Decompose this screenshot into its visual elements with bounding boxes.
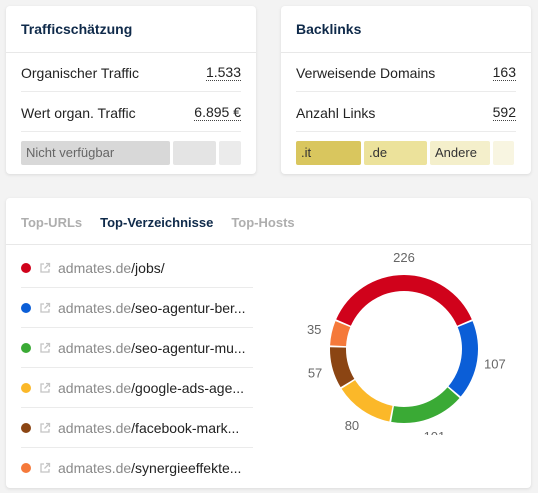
donut-data-label: 35 <box>307 322 321 337</box>
color-dot <box>21 382 31 393</box>
traffic-status-bar: Nicht verfügbar <box>21 141 242 165</box>
color-dot <box>21 302 31 313</box>
item-domain[interactable]: admates.de <box>58 339 132 356</box>
external-link-icon[interactable] <box>39 382 51 394</box>
backlinks-card-title: Backlinks <box>296 21 362 37</box>
referring-domains-row: Verweisende Domains 163 <box>296 54 516 92</box>
not-available-bar: Nicht verfügbar <box>21 141 171 165</box>
donut-data-label: 101 <box>424 429 446 435</box>
donut-slice[interactable] <box>341 380 393 422</box>
tld-bar-rest[interactable] <box>493 141 514 165</box>
color-dot <box>21 463 31 473</box>
list-item[interactable]: admates.de/seo-agentur-ber... <box>21 288 253 328</box>
referring-domains-label: Verweisende Domains <box>296 64 436 81</box>
external-link-icon[interactable] <box>39 262 51 274</box>
item-domain[interactable]: admates.de <box>58 299 132 316</box>
tab-top-urls[interactable]: Top-URLs <box>21 215 83 230</box>
tab-bar: Top-URLs Top-Verzeichnisse Top-Hosts <box>21 215 295 230</box>
external-link-icon[interactable] <box>39 342 51 354</box>
external-link-icon[interactable] <box>39 462 51 474</box>
link-count-value[interactable]: 592 <box>492 104 516 121</box>
item-domain[interactable]: admates.de <box>58 379 132 396</box>
item-domain[interactable]: admates.de <box>58 460 132 476</box>
donut-slice[interactable] <box>330 347 355 388</box>
donut-slice[interactable] <box>448 321 478 397</box>
donut-data-label: 226 <box>393 250 415 265</box>
traffic-value-label: Wert organ. Traffic <box>21 104 136 121</box>
organic-traffic-label: Organischer Traffic <box>21 64 140 81</box>
traffic-card-title: Trafficschätzung <box>21 21 133 37</box>
donut-slice[interactable] <box>391 387 460 423</box>
item-path[interactable]: /seo-agentur-mu... <box>131 339 246 356</box>
top-directories-card: Top-URLs Top-Verzeichnisse Top-Hosts adm… <box>6 198 531 488</box>
tld-distribution-bar: .it .de Andere <box>296 141 516 165</box>
item-path[interactable]: /facebook-mark... <box>131 419 240 436</box>
list-item[interactable]: admates.de/synergieeffekte... <box>21 448 253 488</box>
tld-bar-it[interactable]: .it <box>296 141 361 165</box>
divider <box>6 52 256 53</box>
tld-bar-de[interactable]: .de <box>364 141 427 165</box>
list-item[interactable]: admates.de/jobs/ <box>21 248 253 288</box>
organic-traffic-value[interactable]: 1.533 <box>205 64 241 81</box>
list-item[interactable]: admates.de/seo-agentur-mu... <box>21 328 253 368</box>
external-link-icon[interactable] <box>39 302 51 314</box>
donut-slice[interactable] <box>336 275 472 326</box>
list-item[interactable]: admates.de/facebook-mark... <box>21 408 253 448</box>
tab-top-directories[interactable]: Top-Verzeichnisse <box>100 215 214 230</box>
item-domain[interactable]: admates.de <box>58 419 132 436</box>
item-path[interactable]: /synergieeffekte... <box>131 460 242 476</box>
divider <box>6 244 531 245</box>
color-dot <box>21 342 31 353</box>
organic-traffic-row: Organischer Traffic 1.533 <box>21 54 241 92</box>
directories-donut-chart: 226 107 101 80 57 35 <box>307 250 506 435</box>
item-path[interactable]: /google-ads-age... <box>131 379 245 396</box>
item-path[interactable]: /seo-agentur-ber... <box>131 299 246 316</box>
donut-data-label: 57 <box>308 366 322 381</box>
tab-top-hosts[interactable]: Top-Hosts <box>231 215 295 230</box>
tld-bar-other[interactable]: Andere <box>430 141 490 165</box>
color-dot <box>21 422 31 433</box>
color-dot <box>21 262 31 273</box>
status-bar-segment <box>219 141 242 165</box>
item-path[interactable]: /jobs/ <box>131 259 165 276</box>
link-count-row: Anzahl Links 592 <box>296 94 516 132</box>
donut-data-label: 107 <box>484 356 506 371</box>
status-bar-segment <box>173 141 217 165</box>
divider <box>281 52 531 53</box>
directory-list: admates.de/jobs/ admates.de/seo-agentur-… <box>21 248 253 488</box>
traffic-value-row: Wert organ. Traffic 6.895 € <box>21 94 241 132</box>
donut-data-label: 80 <box>345 418 359 433</box>
item-domain[interactable]: admates.de <box>58 259 132 276</box>
referring-domains-value[interactable]: 163 <box>492 64 516 81</box>
external-link-icon[interactable] <box>39 422 51 434</box>
traffic-card: Trafficschätzung Organischer Traffic 1.5… <box>6 6 256 174</box>
backlinks-card: Backlinks Verweisende Domains 163 Anzahl… <box>281 6 531 174</box>
donut-slice[interactable] <box>330 321 351 347</box>
traffic-value-value[interactable]: 6.895 € <box>194 104 241 121</box>
list-item[interactable]: admates.de/google-ads-age... <box>21 368 253 408</box>
link-count-label: Anzahl Links <box>296 104 376 121</box>
